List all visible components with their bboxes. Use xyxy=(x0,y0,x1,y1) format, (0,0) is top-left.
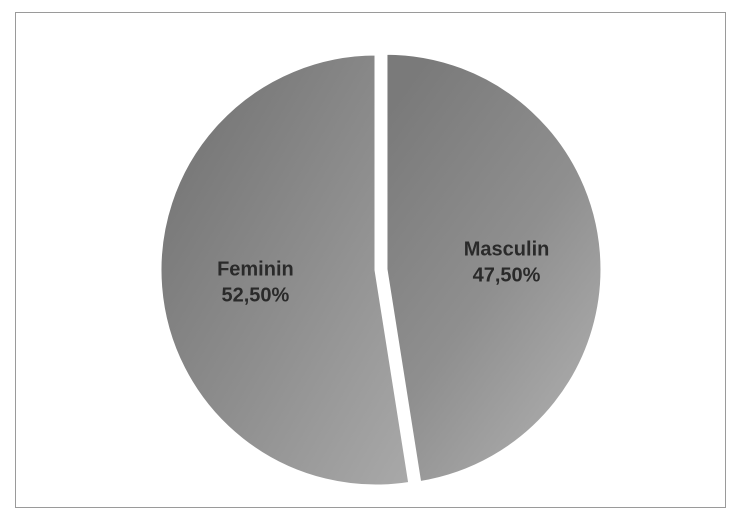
slice-value-masculin: 47,50% xyxy=(473,265,541,287)
slice-label-masculin: Masculin xyxy=(464,239,550,261)
slice-label-feminin: Feminin xyxy=(217,258,294,280)
pie-slices xyxy=(158,51,604,488)
pie-slice-feminin xyxy=(158,52,412,488)
pie-labels: Masculin 47,50% Feminin 52,50% xyxy=(217,239,549,307)
pie-slice-masculin xyxy=(384,51,604,485)
slice-value-feminin: 52,50% xyxy=(221,284,289,306)
